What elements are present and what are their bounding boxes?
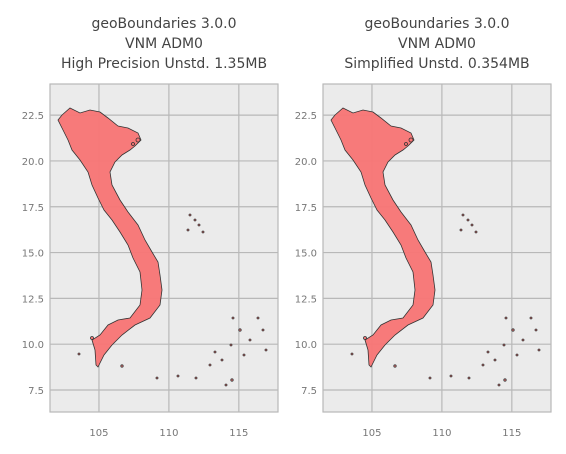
y-tick-label: 20.0 [22,157,44,168]
x-tick-label: 110 [432,428,451,439]
plot-frame [322,83,552,413]
y-tick-label: 12.5 [22,294,44,305]
panel-title: VNM ADM0 [398,36,476,52]
y-tick-label: 7.5 [301,386,317,397]
y-tick-label: 22.5 [22,111,44,122]
y-tick-label: 10.0 [295,340,317,351]
y-tick-label: 22.5 [295,111,317,122]
y-tick-label: 7.5 [28,386,44,397]
x-tick-label: 110 [159,428,178,439]
panel-title: Simplified Unstd. 0.354MB [344,56,529,72]
y-tick-label: 17.5 [22,203,44,214]
panel-title: geoBoundaries 3.0.0 [91,16,236,32]
y-tick-label: 12.5 [295,294,317,305]
x-tick-label: 115 [502,428,521,439]
panel-title: geoBoundaries 3.0.0 [364,16,509,32]
x-tick-label: 105 [362,428,381,439]
y-tick-label: 15.0 [22,249,44,260]
plot-frame [49,83,279,413]
panel-title: High Precision Unstd. 1.35MB [61,56,267,72]
y-tick-label: 20.0 [295,157,317,168]
y-tick-label: 10.0 [22,340,44,351]
x-tick-label: 115 [229,428,248,439]
x-tick-label: 105 [89,428,108,439]
y-tick-label: 17.5 [295,203,317,214]
panel-title: VNM ADM0 [125,36,203,52]
y-tick-label: 15.0 [295,249,317,260]
